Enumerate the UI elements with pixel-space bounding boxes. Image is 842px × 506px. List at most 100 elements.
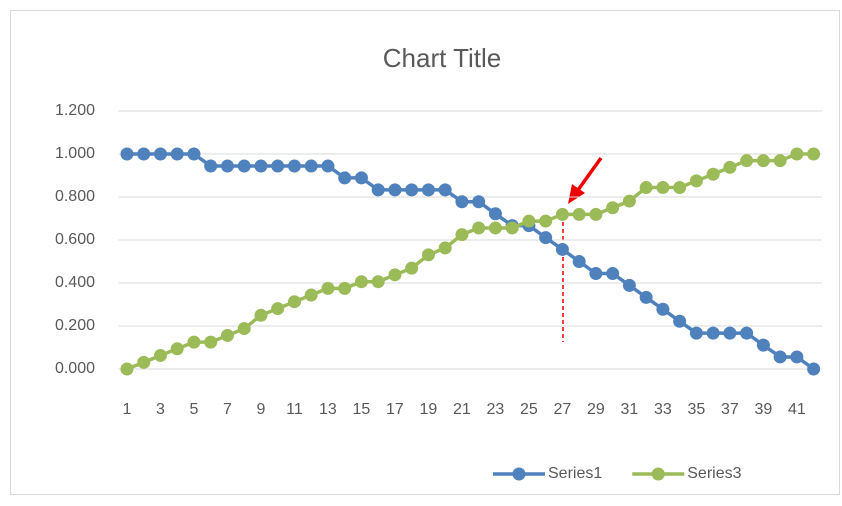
data-point [522, 214, 536, 228]
y-tick-label: 0.200 [55, 317, 95, 334]
data-point [153, 348, 167, 362]
data-point [438, 241, 452, 255]
data-point [170, 147, 184, 161]
data-point [371, 183, 385, 197]
data-point [589, 207, 603, 221]
y-tick-label: 0.000 [55, 360, 95, 377]
data-point [689, 326, 703, 340]
x-tick-label: 13 [319, 401, 337, 418]
data-point [622, 278, 636, 292]
data-point [204, 159, 218, 173]
x-tick-label: 27 [554, 401, 572, 418]
data-point [773, 350, 787, 364]
data-point [756, 338, 770, 352]
data-point [237, 159, 251, 173]
data-point [220, 159, 234, 173]
data-point [488, 221, 502, 235]
x-tick-label: 1 [123, 401, 132, 418]
data-point [689, 174, 703, 188]
data-point [271, 302, 285, 316]
data-point [120, 362, 134, 376]
data-point [421, 248, 435, 262]
y-tick-label: 0.600 [55, 231, 95, 248]
data-point [606, 267, 620, 281]
data-point [488, 207, 502, 221]
y-tick-label: 1.200 [55, 102, 95, 119]
data-point [220, 328, 234, 342]
data-point [304, 159, 318, 173]
data-point [572, 207, 586, 221]
data-point [170, 342, 184, 356]
data-point [321, 159, 335, 173]
data-point [137, 355, 151, 369]
data-point [706, 167, 720, 181]
data-point [756, 154, 770, 168]
data-point [807, 362, 821, 376]
data-point [555, 207, 569, 221]
data-point [388, 183, 402, 197]
x-tick-label: 31 [621, 401, 639, 418]
data-point [539, 231, 553, 245]
data-point [254, 159, 268, 173]
data-point [338, 171, 352, 185]
data-point [120, 147, 134, 161]
data-point [790, 350, 804, 364]
x-tick-label: 7 [223, 401, 232, 418]
data-point [723, 326, 737, 340]
data-point [589, 267, 603, 281]
data-point [438, 183, 452, 197]
x-tick-label: 19 [420, 401, 438, 418]
annotation-arrow [576, 156, 603, 192]
x-tick-label: 37 [721, 401, 739, 418]
data-point [137, 147, 151, 161]
x-tick-label: 5 [190, 401, 199, 418]
data-point [187, 147, 201, 161]
data-point [254, 308, 268, 322]
data-point [455, 228, 469, 242]
x-tick-label: 35 [687, 401, 705, 418]
data-point [371, 275, 385, 289]
data-point [187, 335, 201, 349]
data-point [505, 221, 519, 235]
data-point [773, 154, 787, 168]
x-tick-label: 21 [453, 401, 471, 418]
data-point [723, 160, 737, 174]
data-point [622, 194, 636, 208]
legend-label: Series3 [687, 465, 741, 482]
data-point [304, 288, 318, 302]
data-point [287, 295, 301, 309]
data-point [740, 154, 754, 168]
data-point [153, 147, 167, 161]
y-tick-label: 0.800 [55, 188, 95, 205]
x-tick-label: 23 [487, 401, 505, 418]
data-point [656, 181, 670, 195]
data-point [572, 255, 586, 268]
x-tick-label: 29 [587, 401, 605, 418]
data-point [673, 314, 687, 328]
x-tick-label: 9 [257, 401, 266, 418]
data-point [354, 171, 368, 185]
data-point [271, 159, 285, 173]
chart-title: Chart Title [383, 43, 502, 73]
x-tick-label: 15 [353, 401, 371, 418]
data-point [287, 159, 301, 173]
data-point [790, 147, 804, 161]
data-point [706, 326, 720, 340]
x-tick-label: 17 [386, 401, 404, 418]
data-point [204, 335, 218, 349]
data-point [807, 147, 821, 161]
data-point [539, 214, 553, 228]
data-point [472, 221, 486, 235]
legend-marker [651, 467, 665, 481]
data-point [472, 195, 486, 209]
legend-marker [512, 467, 526, 481]
data-point [321, 281, 335, 295]
x-tick-label: 39 [754, 401, 772, 418]
data-point [639, 290, 653, 304]
data-point [656, 302, 670, 316]
y-tick-label: 1.000 [55, 145, 95, 162]
data-point [388, 268, 402, 282]
data-point [606, 201, 620, 215]
data-point [405, 183, 419, 197]
